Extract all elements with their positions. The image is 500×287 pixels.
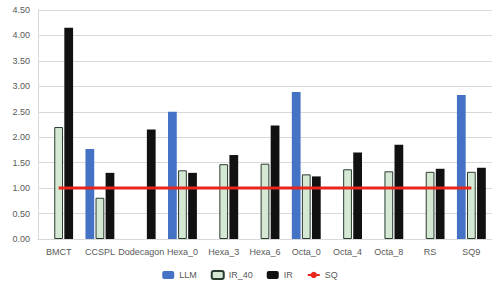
svg-text:RS: RS (424, 247, 437, 257)
svg-text:Octa_4: Octa_4 (333, 247, 362, 257)
svg-text:1.00: 1.00 (12, 183, 30, 193)
svg-text:Dodecagon: Dodecagon (118, 247, 164, 257)
svg-text:3.50: 3.50 (12, 56, 30, 66)
svg-text:Octa_8: Octa_8 (374, 247, 403, 257)
svg-text:SQ9: SQ9 (462, 247, 480, 257)
svg-text:2.50: 2.50 (12, 107, 30, 117)
svg-text:IR: IR (284, 270, 294, 280)
svg-text:4.50: 4.50 (12, 5, 30, 15)
svg-text:3.00: 3.00 (12, 81, 30, 91)
svg-text:2.00: 2.00 (12, 132, 30, 142)
svg-text:Hexa_0: Hexa_0 (167, 247, 198, 257)
svg-text:0.00: 0.00 (12, 234, 30, 244)
svg-text:BMCT: BMCT (46, 247, 72, 257)
svg-text:1.50: 1.50 (12, 158, 30, 168)
svg-text:Hexa_3: Hexa_3 (208, 247, 239, 257)
svg-text:4.00: 4.00 (12, 30, 30, 40)
svg-text:IR_40: IR_40 (229, 270, 253, 280)
svg-text:CCSPL: CCSPL (85, 247, 115, 257)
svg-text:Octa_0: Octa_0 (292, 247, 321, 257)
svg-text:0.50: 0.50 (12, 209, 30, 219)
svg-text:Hexa_6: Hexa_6 (249, 247, 280, 257)
svg-text:LLM: LLM (179, 270, 197, 280)
svg-text:SQ: SQ (325, 270, 338, 280)
